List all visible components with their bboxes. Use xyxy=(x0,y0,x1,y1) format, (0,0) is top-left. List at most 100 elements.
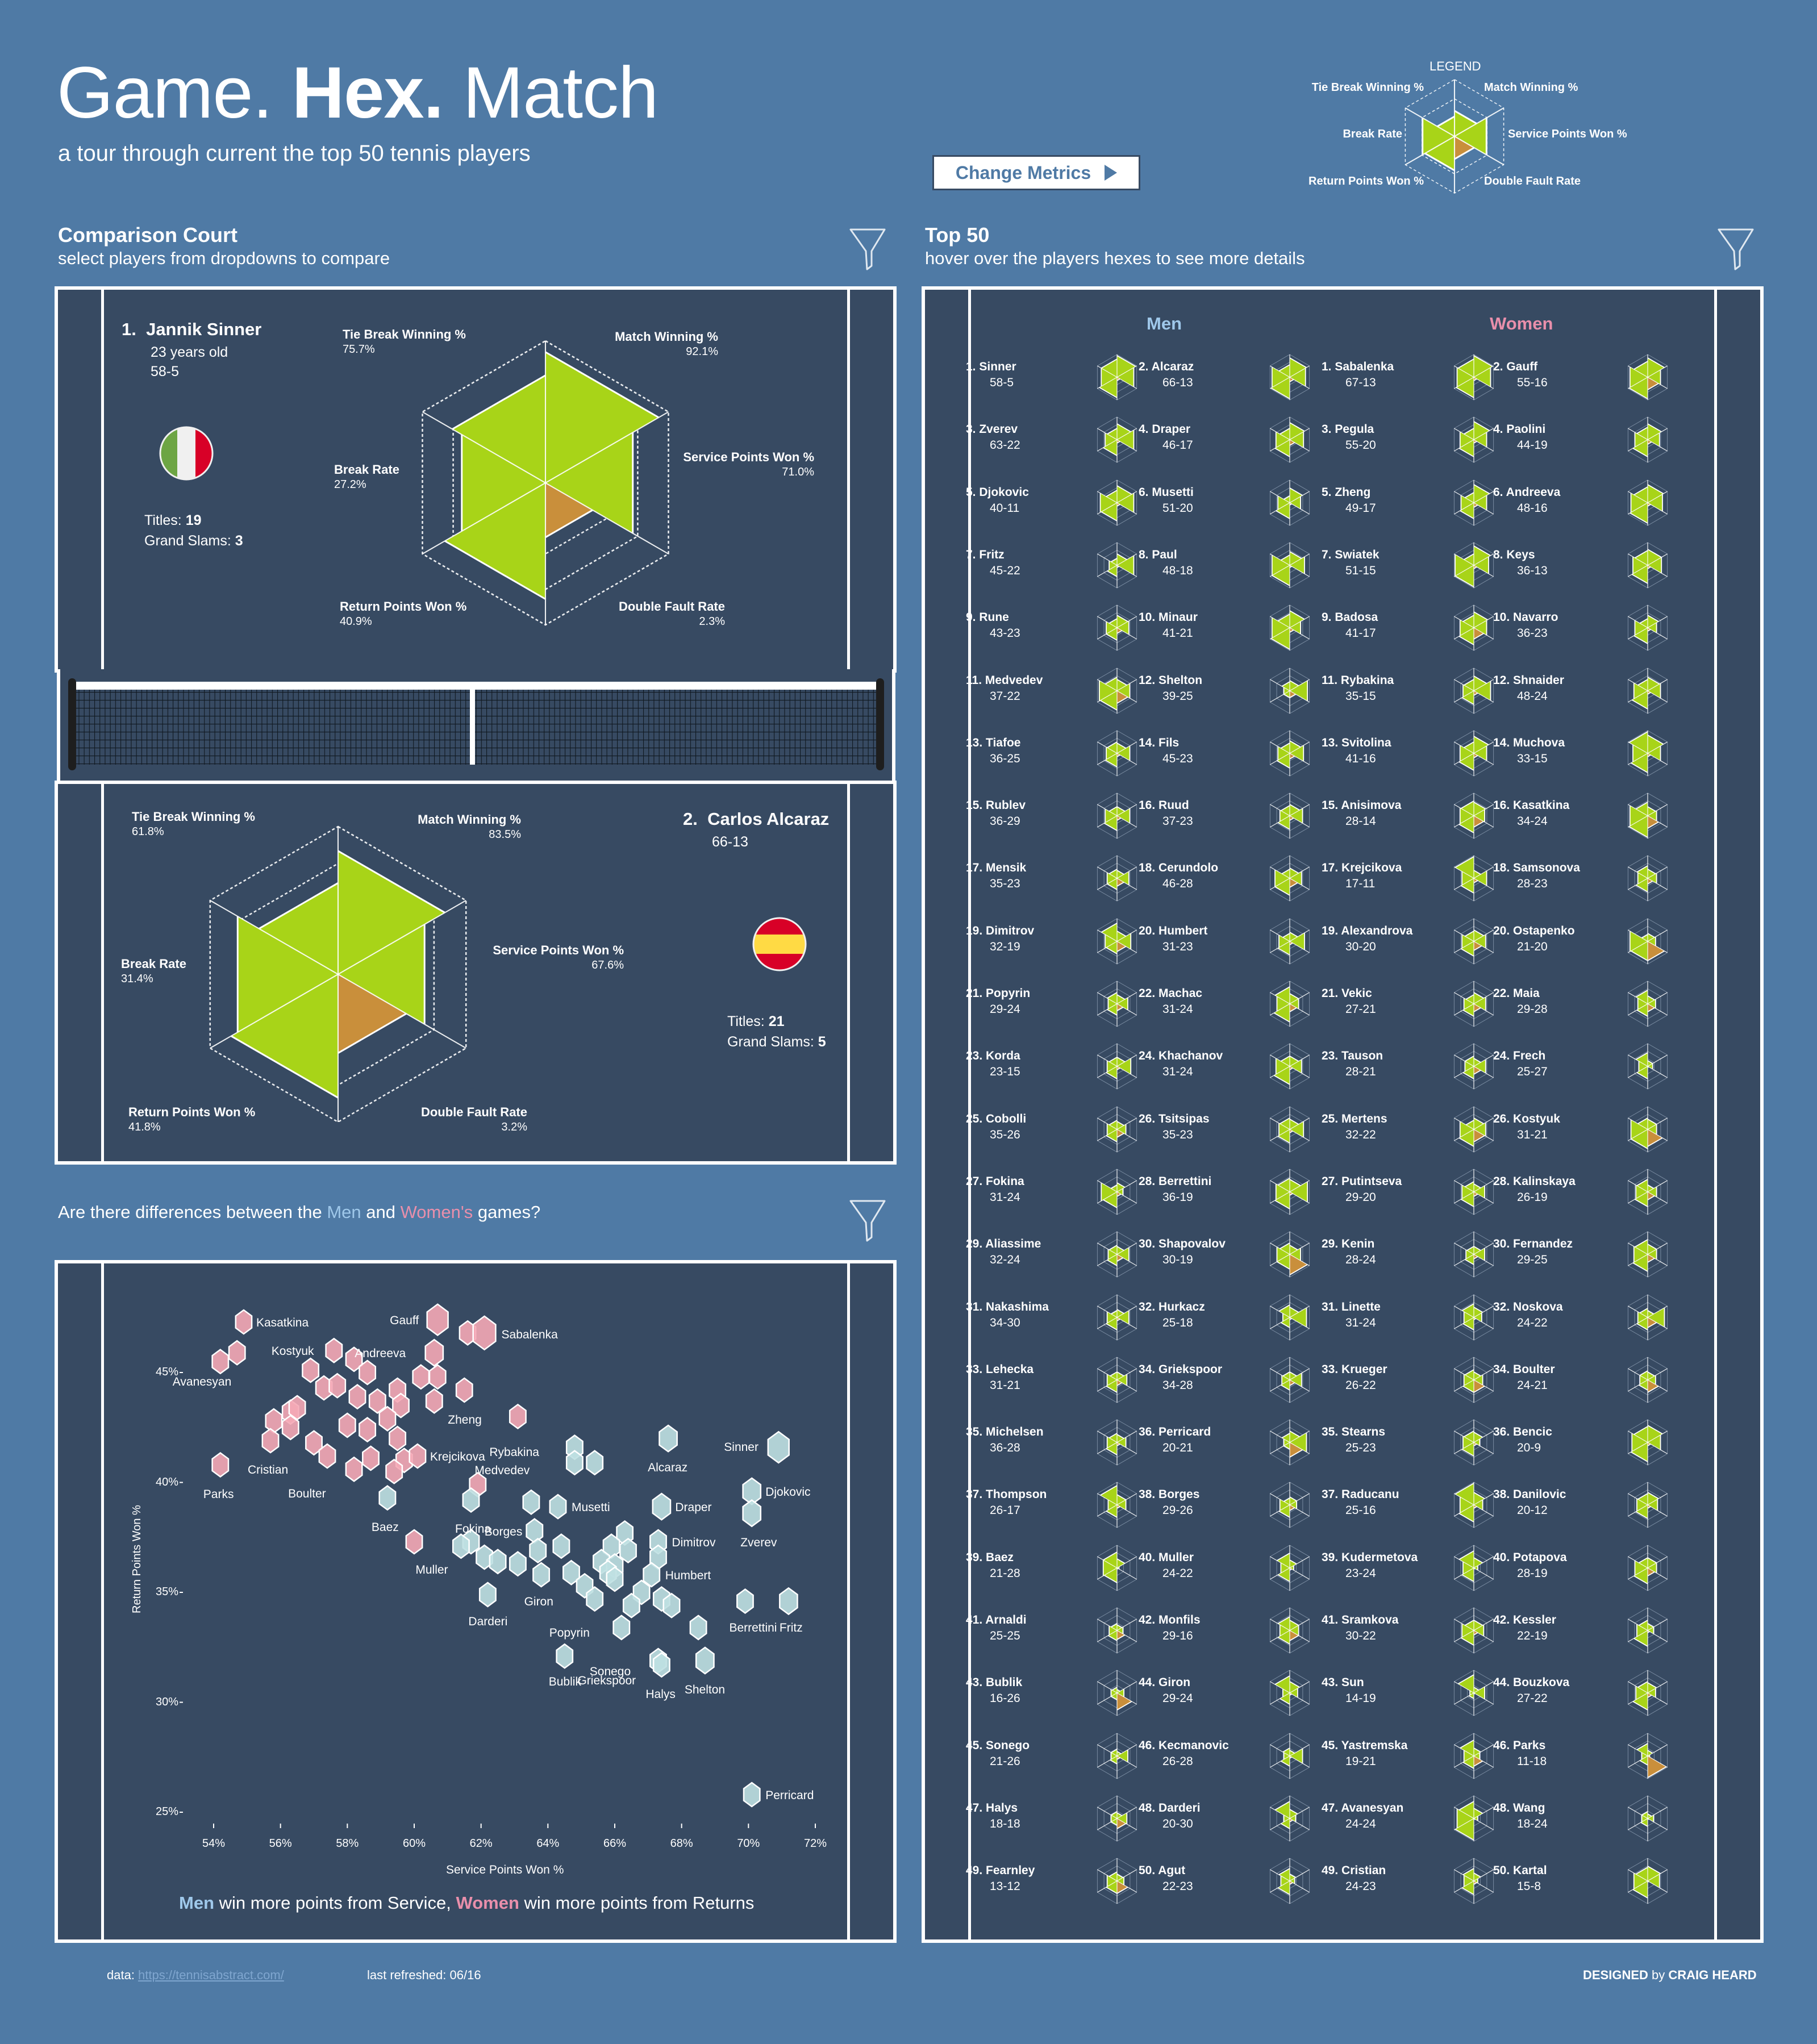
player-hex-radar[interactable] xyxy=(1622,850,1673,907)
change-metrics-button[interactable]: Change Metrics xyxy=(932,155,1140,190)
player-hex-radar[interactable] xyxy=(1448,662,1499,719)
player-hex-radar[interactable] xyxy=(1091,1728,1143,1784)
player-hex-radar[interactable] xyxy=(1091,975,1143,1032)
player-hex-radar[interactable] xyxy=(1622,1540,1673,1596)
player-hex-radar[interactable] xyxy=(1448,411,1499,468)
player-hex-radar[interactable] xyxy=(1622,1790,1673,1847)
player-hex-radar[interactable] xyxy=(1091,411,1143,468)
player-hex-radar[interactable] xyxy=(1091,1414,1143,1471)
player-hex-radar[interactable] xyxy=(1264,599,1315,656)
player-hex-radar[interactable] xyxy=(1264,725,1315,782)
player-hex-radar[interactable] xyxy=(1622,1414,1673,1471)
player-hex-radar[interactable] xyxy=(1448,599,1499,656)
player-hex-radar[interactable] xyxy=(1091,1351,1143,1408)
player-hex-radar[interactable] xyxy=(1448,1101,1499,1158)
player-hex-radar[interactable] xyxy=(1264,411,1315,468)
player-hex-radar[interactable] xyxy=(1448,1476,1499,1533)
player-hex-radar[interactable] xyxy=(1091,1476,1143,1533)
player-hex-radar[interactable] xyxy=(1264,1414,1315,1471)
player-hex-radar[interactable] xyxy=(1448,850,1499,907)
player-hex-radar[interactable] xyxy=(1622,411,1673,468)
player-hex-radar[interactable] xyxy=(1091,1602,1143,1659)
player-hex-radar[interactable] xyxy=(1091,725,1143,782)
player-hex-radar[interactable] xyxy=(1264,1476,1315,1533)
player2-name[interactable]: 2. Carlos Alcaraz xyxy=(683,809,830,829)
player-hex-radar[interactable] xyxy=(1622,349,1673,406)
player-hex-radar[interactable] xyxy=(1091,349,1143,406)
player-hex-radar[interactable] xyxy=(1091,1038,1143,1095)
player-hex-radar[interactable] xyxy=(1622,474,1673,531)
player-hex-radar[interactable] xyxy=(1264,1540,1315,1596)
data-source-link[interactable]: https://tennisabstract.com/ xyxy=(138,1968,284,1982)
player-hex-radar[interactable] xyxy=(1448,349,1499,406)
player-hex-radar[interactable] xyxy=(1448,1351,1499,1408)
player-hex-radar[interactable] xyxy=(1622,1853,1673,1909)
player-hex-radar[interactable] xyxy=(1264,975,1315,1032)
filter-funnel-icon[interactable] xyxy=(1716,226,1756,270)
player-hex-radar[interactable] xyxy=(1264,1790,1315,1847)
player-hex-radar[interactable] xyxy=(1091,1289,1143,1346)
player-hex-radar[interactable] xyxy=(1622,725,1673,782)
player-hex-radar[interactable] xyxy=(1091,537,1143,594)
player-hex-radar[interactable] xyxy=(1264,1163,1315,1220)
player-hex-radar[interactable] xyxy=(1091,787,1143,844)
player-hex-radar[interactable] xyxy=(1091,850,1143,907)
player-hex-radar[interactable] xyxy=(1622,1289,1673,1346)
player-hex-radar[interactable] xyxy=(1264,850,1315,907)
player-hex-radar[interactable] xyxy=(1091,1540,1143,1596)
player-hex-radar[interactable] xyxy=(1448,725,1499,782)
player-hex-radar[interactable] xyxy=(1264,474,1315,531)
player-hex-radar[interactable] xyxy=(1622,599,1673,656)
player-hex-radar[interactable] xyxy=(1622,1728,1673,1784)
player-hex-radar[interactable] xyxy=(1448,1289,1499,1346)
player-hex-radar[interactable] xyxy=(1264,1226,1315,1283)
player-hex-radar[interactable] xyxy=(1091,1101,1143,1158)
player-hex-radar[interactable] xyxy=(1264,1853,1315,1909)
player-hex-radar[interactable] xyxy=(1622,1226,1673,1283)
player-hex-radar[interactable] xyxy=(1448,1602,1499,1659)
player-hex-radar[interactable] xyxy=(1091,1853,1143,1909)
player-hex-radar[interactable] xyxy=(1091,1226,1143,1283)
player-hex-radar[interactable] xyxy=(1091,662,1143,719)
player-hex-radar[interactable] xyxy=(1448,1038,1499,1095)
player-hex-radar[interactable] xyxy=(1448,1163,1499,1220)
player-hex-radar[interactable] xyxy=(1622,913,1673,970)
player-hex-radar[interactable] xyxy=(1264,1038,1315,1095)
player-hex-radar[interactable] xyxy=(1091,474,1143,531)
player-hex-radar[interactable] xyxy=(1091,1163,1143,1220)
player-hex-radar[interactable] xyxy=(1622,1163,1673,1220)
player-hex-radar[interactable] xyxy=(1622,1101,1673,1158)
player-hex-radar[interactable] xyxy=(1264,662,1315,719)
player-hex-radar[interactable] xyxy=(1264,537,1315,594)
player-hex-radar[interactable] xyxy=(1264,787,1315,844)
player-hex-radar[interactable] xyxy=(1264,1101,1315,1158)
player-hex-radar[interactable] xyxy=(1622,1476,1673,1533)
player-hex-radar[interactable] xyxy=(1622,1038,1673,1095)
player-hex-radar[interactable] xyxy=(1622,1602,1673,1659)
player-hex-radar[interactable] xyxy=(1448,1853,1499,1909)
player-hex-radar[interactable] xyxy=(1264,1665,1315,1721)
player-hex-radar[interactable] xyxy=(1091,599,1143,656)
player-hex-radar[interactable] xyxy=(1448,787,1499,844)
filter-funnel-icon[interactable] xyxy=(848,226,887,270)
player-hex-radar[interactable] xyxy=(1264,1289,1315,1346)
player1-name[interactable]: 1. Jannik Sinner xyxy=(122,319,262,339)
player-hex-radar[interactable] xyxy=(1448,1728,1499,1784)
player-hex-radar[interactable] xyxy=(1622,975,1673,1032)
player-hex-radar[interactable] xyxy=(1091,1665,1143,1721)
author-name[interactable]: CRAIG HEARD xyxy=(1668,1968,1757,1982)
player-hex-radar[interactable] xyxy=(1448,1414,1499,1471)
player-hex-radar[interactable] xyxy=(1264,1602,1315,1659)
player-hex-radar[interactable] xyxy=(1448,1226,1499,1283)
player-hex-radar[interactable] xyxy=(1622,662,1673,719)
player-hex-radar[interactable] xyxy=(1264,913,1315,970)
player-hex-radar[interactable] xyxy=(1622,537,1673,594)
player-hex-radar[interactable] xyxy=(1448,474,1499,531)
player-hex-radar[interactable] xyxy=(1622,1351,1673,1408)
player-hex-radar[interactable] xyxy=(1264,1351,1315,1408)
player-hex-radar[interactable] xyxy=(1448,975,1499,1032)
player-hex-radar[interactable] xyxy=(1448,1665,1499,1721)
player-hex-radar[interactable] xyxy=(1448,913,1499,970)
filter-funnel-icon[interactable] xyxy=(848,1198,887,1242)
player-hex-radar[interactable] xyxy=(1264,349,1315,406)
